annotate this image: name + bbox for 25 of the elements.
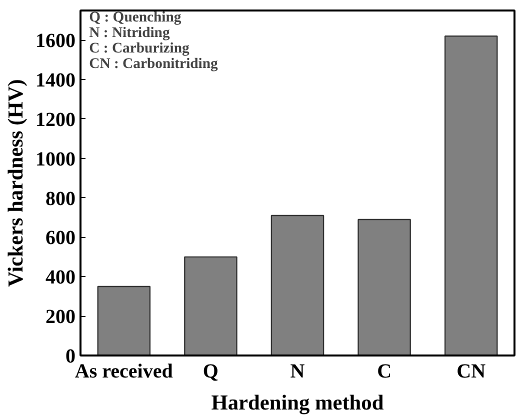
annotation: Q : Quenching xyxy=(89,9,182,26)
x-axis-title: Hardening method xyxy=(211,390,384,414)
x-tick-label: C xyxy=(377,360,392,382)
y-tick-label: 600 xyxy=(46,227,76,250)
y-tick-label: 400 xyxy=(46,266,76,289)
bar xyxy=(444,36,498,356)
x-tick-label: Q xyxy=(202,360,218,382)
x-tick-label: N xyxy=(290,360,306,382)
y-axis-title: Vickers hardness (HV) xyxy=(4,79,28,287)
y-tick-label: 1200 xyxy=(36,108,76,131)
bar xyxy=(270,214,324,356)
x-tick-label: CN xyxy=(456,360,486,382)
annotation: CN : Carbonitriding xyxy=(89,56,219,72)
annotation: C : Carburizing xyxy=(89,40,190,57)
y-tick-label: 1400 xyxy=(36,70,76,92)
bar xyxy=(358,218,411,356)
bar xyxy=(97,286,151,356)
y-tick-label: 200 xyxy=(46,306,76,328)
y-tick-label: 0 xyxy=(66,346,76,368)
y-tick-label: 1000 xyxy=(36,148,76,170)
x-tick-label: As received xyxy=(74,360,173,382)
y-tick-label: 800 xyxy=(46,188,76,210)
bar xyxy=(184,256,238,356)
y-tick-label: 1600 xyxy=(36,30,76,52)
annotation: N : Nitriding xyxy=(89,25,170,42)
